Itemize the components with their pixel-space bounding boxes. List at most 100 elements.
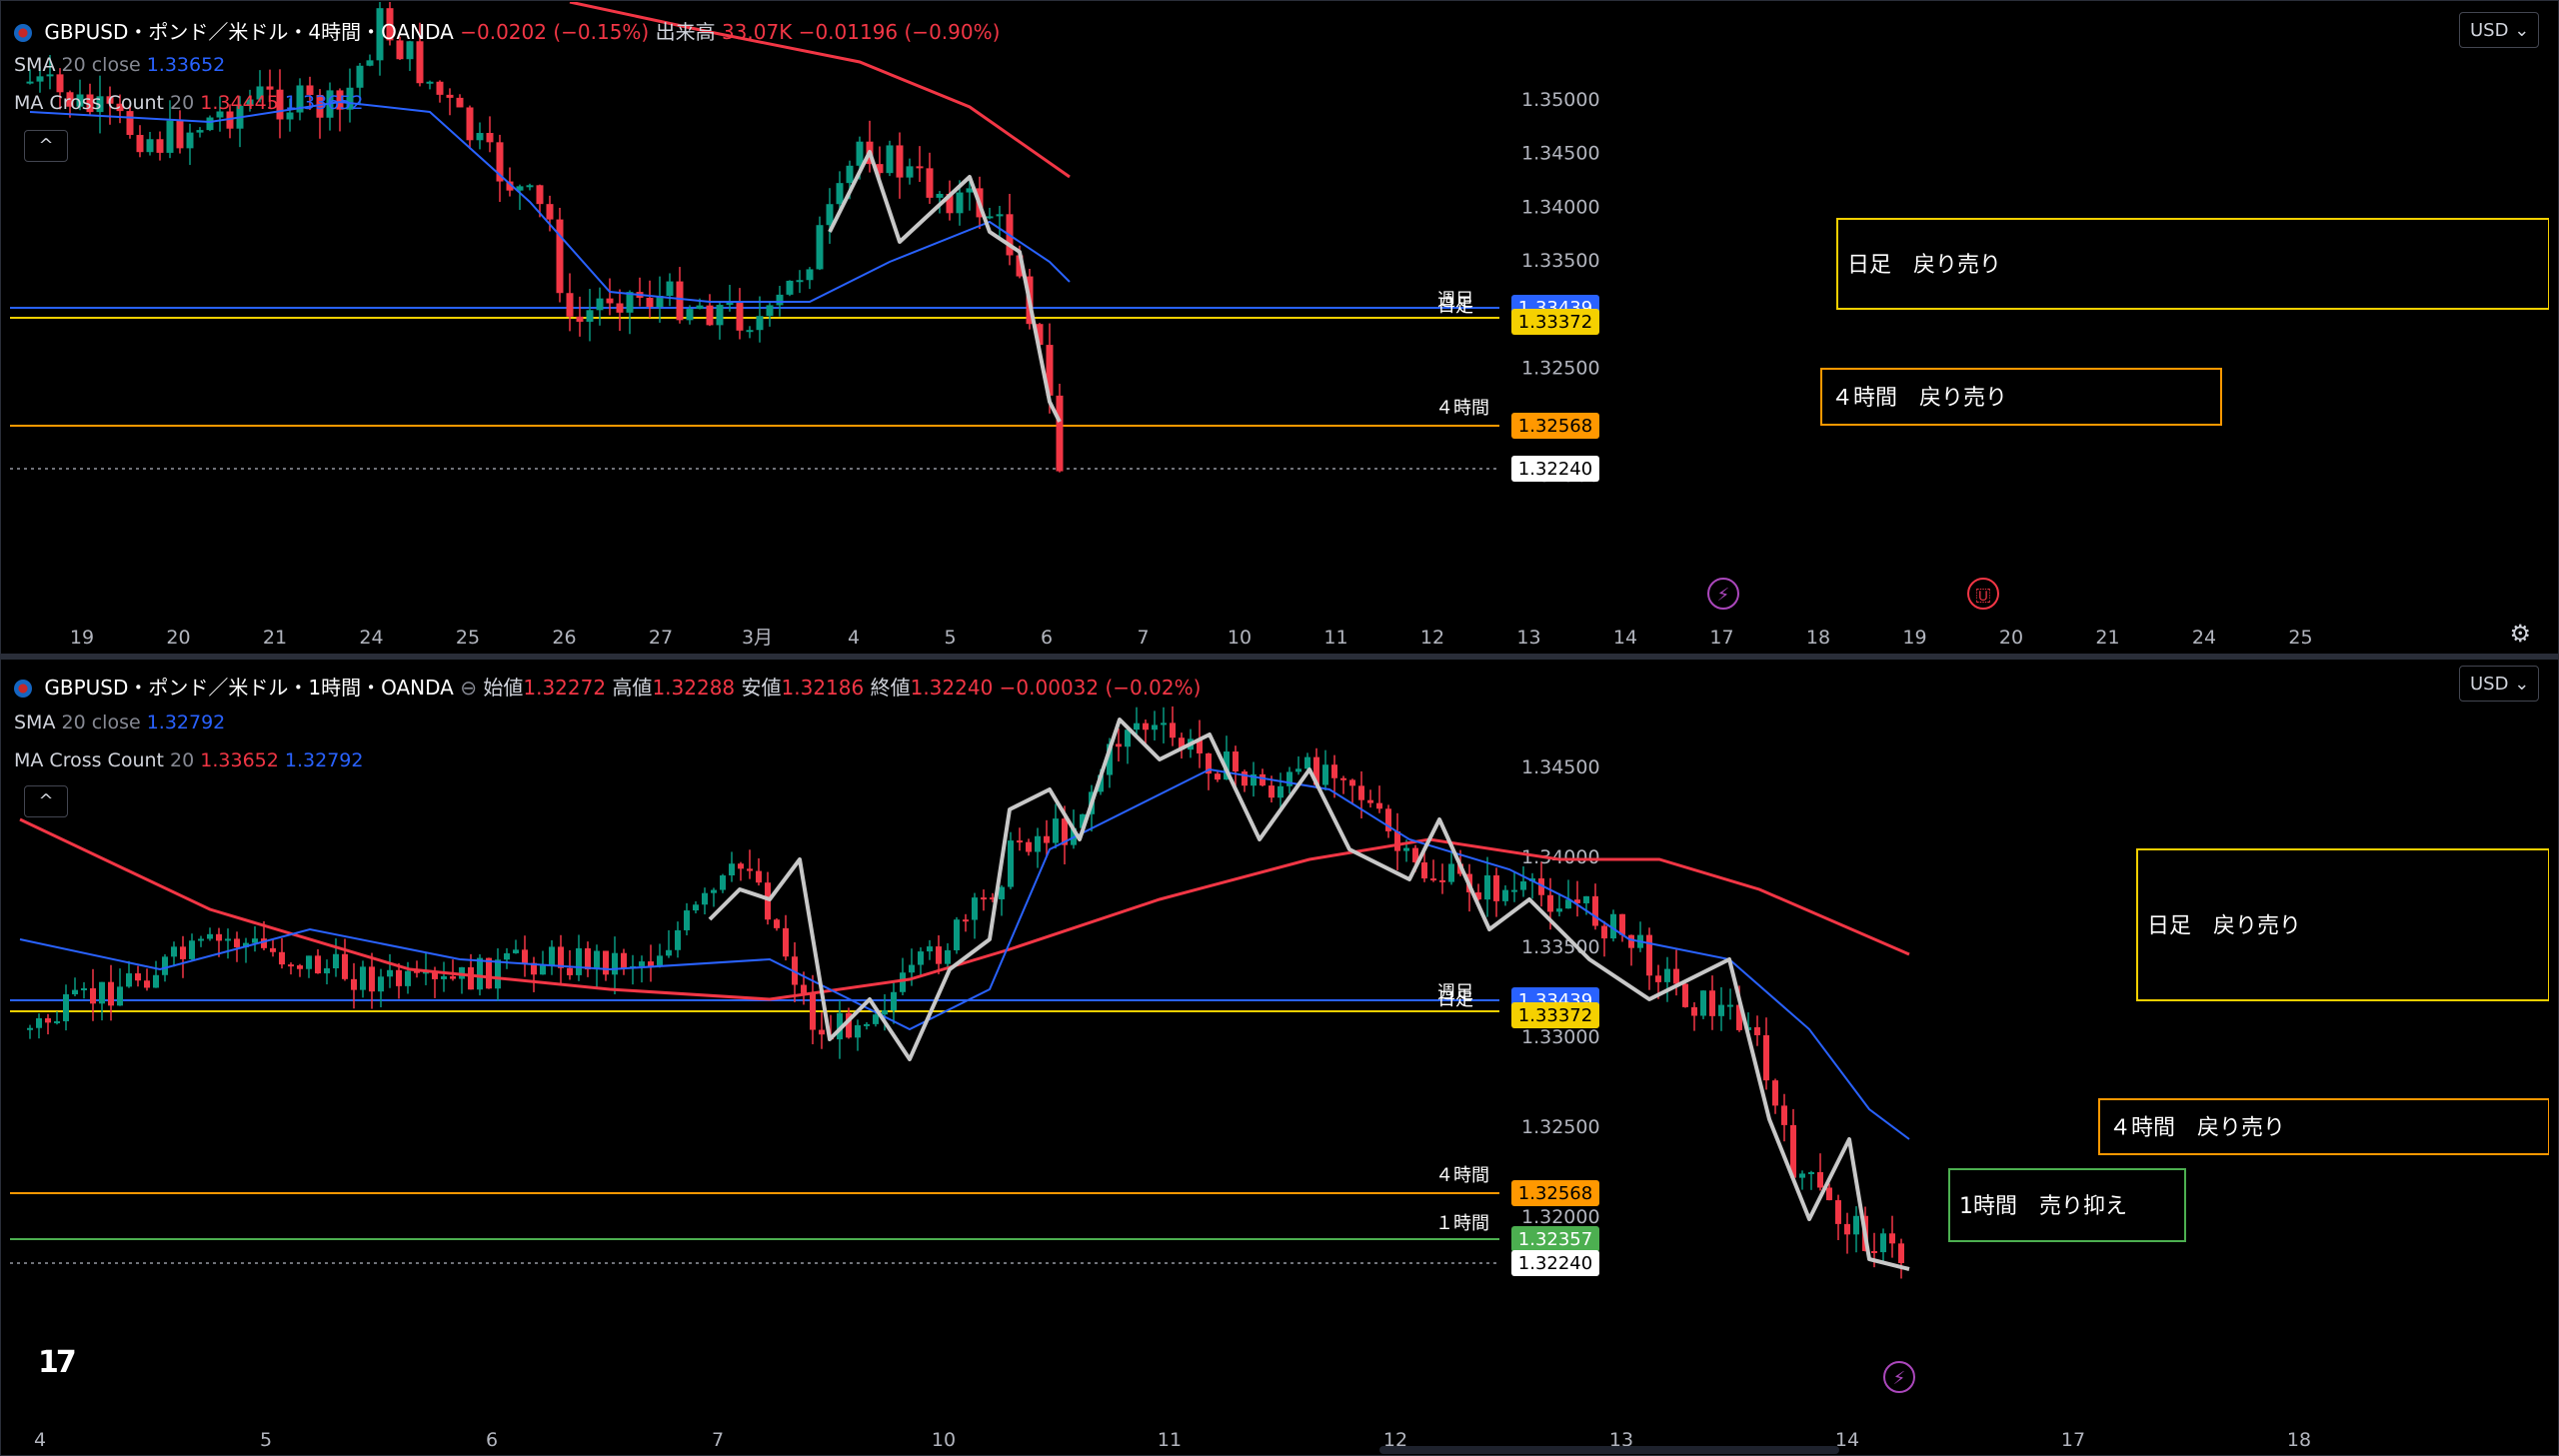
line-label-weekly: 週足 xyxy=(1437,290,1473,311)
price-tick-label: 1.34500 xyxy=(1521,756,1600,778)
mac-params: 20 xyxy=(170,749,195,771)
time-tick-label: 17 xyxy=(2061,1429,2085,1451)
candle-body xyxy=(1448,863,1454,882)
time-tick-label: 13 xyxy=(1609,1429,1633,1451)
chart-pane-1h[interactable]: 1.34500 1.34000 1.33500 1.33000 1.32500 1.320… xyxy=(10,660,2549,1456)
candle-body xyxy=(1125,729,1131,747)
candle-body xyxy=(1016,255,1024,277)
candle-body xyxy=(106,96,114,104)
lightning-event-icon-glyph: ⚡ xyxy=(1717,585,1730,606)
chart-canvas-4h[interactable]: 1.350001.345001.340001.335001.330001.325… xyxy=(10,2,2549,654)
candle-body xyxy=(450,975,456,979)
candle-body xyxy=(1035,835,1041,852)
chart-canvas-1h[interactable]: 1.34500 1.34000 1.33500 1.33000 1.32500 1.320… xyxy=(10,660,2549,1456)
candle-body xyxy=(246,99,254,106)
candle-body xyxy=(1700,990,1706,1016)
legend-mac-4h[interactable]: MA Cross Count 20 1.34445 1.33652 xyxy=(14,92,363,114)
candle-body xyxy=(466,107,474,141)
zone-label-daily: 日足 戻り売り xyxy=(2147,914,2301,939)
chevron-down-icon: ⌄ xyxy=(2514,20,2530,41)
candle-body xyxy=(556,219,564,294)
candle-body xyxy=(296,85,304,113)
pane-divider[interactable] xyxy=(0,654,2559,660)
candle-body xyxy=(476,133,484,141)
legend-sma-1h[interactable]: SMA 20 close 1.32792 xyxy=(14,712,225,733)
candle-body xyxy=(234,938,240,947)
candle-body xyxy=(252,938,258,943)
candle-body xyxy=(369,966,375,992)
time-tick-label: 12 xyxy=(1420,627,1444,649)
candle-body xyxy=(333,953,339,968)
currency-select[interactable]: USD ⌄ xyxy=(2459,666,2539,702)
candle-body xyxy=(495,959,501,989)
time-tick-label: 21 xyxy=(263,627,287,649)
currency-select[interactable]: USD ⌄ xyxy=(2459,12,2539,48)
legend-mac-1h[interactable]: MA Cross Count 20 1.33652 1.32792 xyxy=(14,749,363,771)
candle-body xyxy=(513,949,519,953)
candle-body xyxy=(726,301,734,306)
close-value: 1.32240 xyxy=(910,676,994,700)
candle-body xyxy=(1493,874,1499,901)
candle-body xyxy=(136,135,144,153)
candle-body xyxy=(1565,899,1571,909)
candle-body xyxy=(1017,840,1023,843)
candle-body xyxy=(540,964,546,975)
candle-body xyxy=(606,298,614,304)
candle-body xyxy=(1322,764,1328,785)
settings-gear-icon[interactable]: ⚙ xyxy=(2509,620,2531,648)
time-tick-label: 26 xyxy=(552,627,576,649)
candle-body xyxy=(792,956,798,985)
candle-body xyxy=(1134,723,1140,730)
candle-body xyxy=(176,120,184,149)
symbol-title[interactable]: GBPUSD・ポンド／米ドル・4時間・OANDA xyxy=(44,20,454,44)
ma-long-line xyxy=(19,817,1910,1001)
candle-body xyxy=(516,186,524,191)
market-status-icon: ⊖ xyxy=(460,676,477,700)
candle-body xyxy=(702,892,708,905)
candle-body xyxy=(1871,1250,1877,1253)
legend-sma-4h[interactable]: SMA 20 close 1.33652 xyxy=(14,54,225,76)
candle-body xyxy=(1718,1004,1724,1016)
sma-line xyxy=(29,100,1071,303)
candle-body xyxy=(1799,1173,1805,1178)
candle-body xyxy=(108,981,114,1006)
candle-body xyxy=(603,950,609,975)
candle-body xyxy=(1394,830,1400,851)
candle-body xyxy=(981,897,987,900)
time-tick-label: 14 xyxy=(1835,1429,1859,1451)
price-tick-label: 1.32500 xyxy=(1521,1116,1600,1138)
candle-body xyxy=(45,1018,51,1023)
candle-body xyxy=(1709,990,1715,1016)
open-value: 1.32272 xyxy=(523,676,607,700)
candle-body xyxy=(806,269,814,281)
candle-body xyxy=(576,316,584,322)
tradingview-logo[interactable]: 17 xyxy=(38,1345,77,1380)
candle-body xyxy=(1889,1233,1895,1244)
candle-body xyxy=(810,992,816,1030)
time-tick-label: 11 xyxy=(1323,627,1347,649)
candle-body xyxy=(1547,894,1553,912)
candle-body xyxy=(549,946,555,965)
candle-body xyxy=(696,305,704,310)
close-label: 終値 xyxy=(870,676,911,700)
collapse-legend-button[interactable]: ^ xyxy=(24,130,68,162)
collapse-legend-button[interactable]: ^ xyxy=(24,785,68,817)
candle-body xyxy=(594,950,600,970)
candle-body xyxy=(387,969,393,977)
candle-body xyxy=(926,168,934,198)
candle-body xyxy=(1412,847,1418,862)
candle-body xyxy=(567,967,573,975)
candle-body xyxy=(648,961,654,967)
candle-body xyxy=(336,90,344,110)
candle-body xyxy=(116,103,124,112)
time-tick-label: 4 xyxy=(848,627,860,649)
horizontal-scrollbar[interactable] xyxy=(1379,1446,1839,1454)
volume-change: −0.01196 (−0.90%) xyxy=(798,20,1001,44)
candle-body xyxy=(1367,799,1373,803)
chart-pane-4h[interactable]: 1.350001.345001.340001.335001.330001.325… xyxy=(10,2,2549,654)
candle-body xyxy=(1233,751,1239,771)
candle-body xyxy=(999,886,1005,899)
currency-label: USD xyxy=(2470,674,2509,695)
price-tag-daily: 1.33372 xyxy=(1518,312,1592,333)
symbol-title[interactable]: GBPUSD・ポンド／米ドル・1時間・OANDA xyxy=(44,676,454,700)
